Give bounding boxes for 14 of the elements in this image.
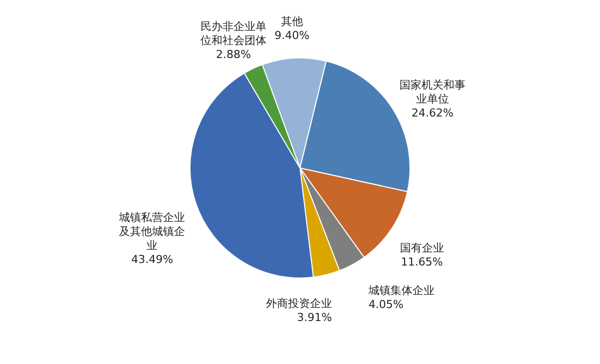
slice-label: 其他	[281, 15, 304, 28]
slice-label: 城镇私营企业及其他城镇企业	[118, 211, 186, 252]
data-label: 3.91%	[296, 310, 332, 324]
data-label: 2.88%	[216, 48, 251, 61]
data-label: 4.05%	[368, 298, 404, 312]
data-label: 11.65%	[400, 255, 443, 268]
data-label: 9.40%	[274, 29, 310, 42]
data-label: 43.49%	[131, 253, 174, 266]
slice-label: 城镇集体企业	[367, 284, 434, 298]
slice-label: 国家机关和事业单位	[399, 78, 466, 106]
slice-label: 外商投资企业	[266, 296, 332, 310]
slice-label: 民办非企业单位和社会团体	[200, 20, 266, 47]
data-label: 24.62%	[411, 106, 454, 120]
slice-label: 国有企业	[400, 241, 444, 254]
